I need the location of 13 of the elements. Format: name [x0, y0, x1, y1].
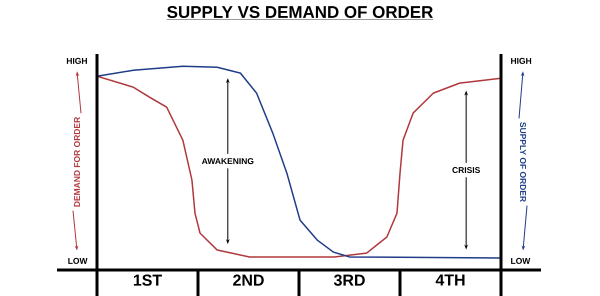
text: LOW [68, 258, 88, 264]
y-axis-title: DEMAND FOR ORDER [74, 117, 80, 207]
chart-title: SUPPLY VS DEMAND OF ORDER [167, 6, 433, 18]
x-tick-label: 3RD [334, 274, 365, 286]
annotation: CRISIS [452, 167, 480, 174]
x-tick-label: 2ND [233, 274, 264, 286]
annotation: AWAKENING [202, 158, 254, 164]
x-tick-label: 4TH [436, 274, 464, 286]
text: HIGH [66, 58, 87, 64]
text: LOW [511, 258, 530, 264]
y2-axis-title: SUPPLY OF ORDER [520, 122, 526, 202]
x-tick-label: 1ST [134, 274, 162, 286]
text: HIGH [511, 58, 532, 64]
